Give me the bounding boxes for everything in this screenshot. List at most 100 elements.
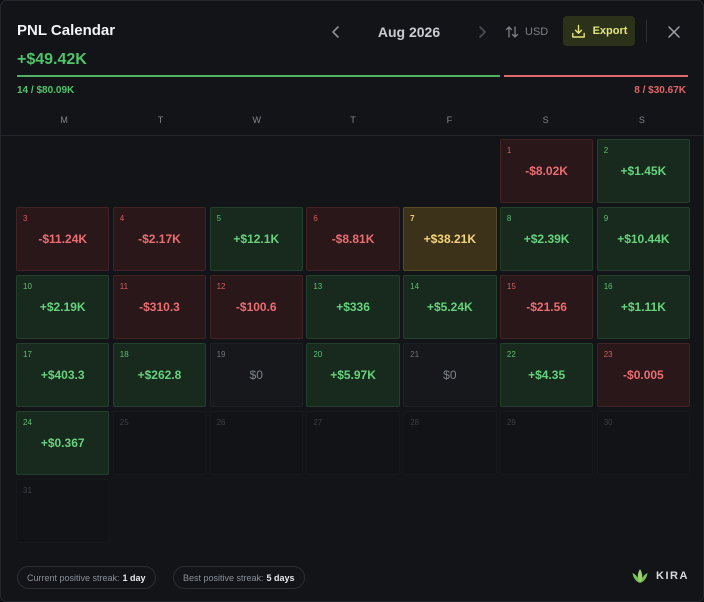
day-pnl-value: +$2.39K	[523, 231, 570, 246]
calendar-day-cell[interactable]: 3 -$11.24K	[16, 206, 110, 272]
weekday-label: T	[157, 115, 164, 125]
day-pnl-value: +$10.44K	[617, 231, 670, 246]
day-number: 25	[119, 417, 129, 427]
calendar-day-cell[interactable]: 13 +$336	[306, 274, 400, 340]
day-pnl-value: -$8.81K	[331, 231, 375, 246]
day-pnl-value: +$5.24K	[426, 299, 473, 314]
calendar-day-cell[interactable]: 16 +$1.11K	[596, 274, 691, 340]
day-number: 20	[313, 349, 323, 359]
best-streak-value: 5 days	[266, 572, 295, 583]
calendar-day-cell[interactable]: 1 -$8.02K	[499, 139, 594, 204]
calendar-day-cell[interactable]: 4 -$2.17K	[112, 206, 207, 272]
day-number: 11	[119, 281, 129, 291]
current-streak-badge: Current positive streak: 1 day	[17, 566, 156, 589]
calendar-blank-cell	[210, 139, 303, 203]
calendar-day-cell[interactable]: 12 -$100.6	[209, 274, 303, 340]
brand-name: KIRA	[656, 570, 689, 582]
day-number: 12	[216, 281, 226, 291]
day-number: 31	[23, 485, 32, 495]
day-number: 2	[603, 146, 609, 155]
calendar-day-cell[interactable]: 11 -$310.3	[112, 274, 207, 340]
weekday-label: W	[252, 115, 261, 125]
next-month-button[interactable]	[469, 19, 495, 45]
day-number: 28	[410, 417, 420, 427]
day-number: 27	[313, 417, 323, 427]
calendar-day-cell: 25	[112, 410, 207, 476]
calendar-day-cell[interactable]: 23 -$0.005	[596, 342, 691, 408]
calendar-day-cell[interactable]: 24 +$0.367	[16, 410, 110, 476]
calendar-day-cell[interactable]: 7 +$38.21K	[403, 206, 497, 272]
weekday-label: S	[542, 115, 549, 125]
page-title: PNL Calendar	[17, 22, 116, 39]
day-pnl-value: -$11.24K	[38, 231, 88, 246]
download-icon	[571, 24, 585, 38]
day-number: 7	[410, 213, 415, 223]
day-pnl-value: -$0.005	[623, 367, 664, 382]
calendar-day-cell[interactable]: 21 $0	[403, 342, 497, 408]
day-number: 4	[119, 213, 125, 223]
day-number: 29	[506, 417, 516, 427]
day-pnl-value: +$5.97K	[330, 367, 376, 382]
negative-ratio-bar	[504, 75, 688, 77]
weekday-label: S	[638, 115, 645, 125]
day-number: 6	[313, 213, 318, 223]
day-number: 1	[506, 146, 512, 155]
calendar-day-cell: 28	[403, 410, 497, 476]
day-pnl-value: +$1.11K	[620, 299, 666, 314]
prev-month-button[interactable]	[323, 19, 349, 45]
day-number: 13	[313, 281, 323, 291]
calendar-day-cell[interactable]: 18 +$262.8	[112, 342, 207, 408]
day-pnl-value: +$403.3	[40, 367, 85, 382]
export-label: Export	[592, 25, 628, 37]
header-divider	[646, 20, 647, 42]
brand-logo: KIRA	[631, 568, 689, 584]
day-pnl-value: +$262.8	[137, 367, 182, 382]
calendar-grid: 1 -$8.02K 2 +$1.45K 3 -$11.24K 4 -$2.17K 5 +$12.1…	[16, 139, 691, 544]
calendar-day-cell[interactable]: 9 +$10.44K	[596, 206, 691, 272]
day-pnl-value: -$8.02K	[525, 164, 568, 178]
day-number: 17	[23, 349, 32, 359]
close-icon	[668, 26, 680, 38]
positive-ratio-bar	[17, 75, 500, 77]
calendar-day-cell[interactable]: 10 +$2.19K	[16, 274, 110, 340]
month-navigator: Aug 2026	[323, 19, 495, 45]
day-number: 24	[23, 417, 32, 427]
day-number: 30	[603, 417, 613, 427]
calendar-day-cell[interactable]: 8 +$2.39K	[499, 206, 594, 272]
calendar-day-cell: 29	[499, 410, 594, 476]
calendar-day-cell[interactable]: 14 +$5.24K	[403, 274, 497, 340]
calendar-day-cell[interactable]: 2 +$1.45K	[596, 139, 691, 204]
close-button[interactable]	[661, 19, 687, 45]
calendar-day-cell: 27	[306, 410, 400, 476]
day-pnl-value: $0	[443, 367, 457, 382]
chevron-right-icon	[479, 26, 486, 38]
currency-label: USD	[525, 26, 549, 38]
export-button[interactable]: Export	[563, 16, 635, 46]
calendar-day-cell[interactable]: 19 $0	[209, 342, 303, 408]
day-pnl-value: -$2.17K	[138, 231, 181, 246]
calendar-day-cell[interactable]: 5 +$12.1K	[209, 206, 303, 272]
day-number: 14	[410, 281, 420, 291]
total-pnl: +$49.42K	[17, 51, 87, 68]
day-pnl-value: +$0.367	[40, 435, 85, 450]
calendar-day-cell: 26	[209, 410, 303, 476]
day-number: 10	[23, 281, 32, 291]
weekday-label: F	[446, 115, 453, 125]
day-pnl-value: +$4.35	[528, 367, 566, 382]
calendar-day-cell[interactable]: 17 +$403.3	[16, 342, 110, 408]
weekday-header: M T W T F S S	[16, 111, 690, 129]
day-number: 5	[216, 213, 222, 223]
calendar-day-cell: 30	[596, 410, 691, 476]
day-pnl-value: +$1.45K	[620, 164, 667, 178]
day-pnl-value: +$38.21K	[423, 231, 477, 246]
leaf-logo-icon	[632, 569, 648, 583]
calendar-day-cell[interactable]: 6 -$8.81K	[306, 206, 400, 272]
negative-summary: 8 / $30.67K	[634, 85, 686, 96]
calendar-day-cell[interactable]: 20 +$5.97K	[306, 342, 400, 408]
day-number: 8	[506, 213, 512, 223]
calendar-day-cell[interactable]: 15 -$21.56	[499, 274, 594, 340]
calendar-day-cell[interactable]: 22 +$4.35	[499, 342, 594, 408]
currency-toggle[interactable]: USD	[505, 19, 548, 45]
weekday-label: M	[60, 115, 68, 125]
